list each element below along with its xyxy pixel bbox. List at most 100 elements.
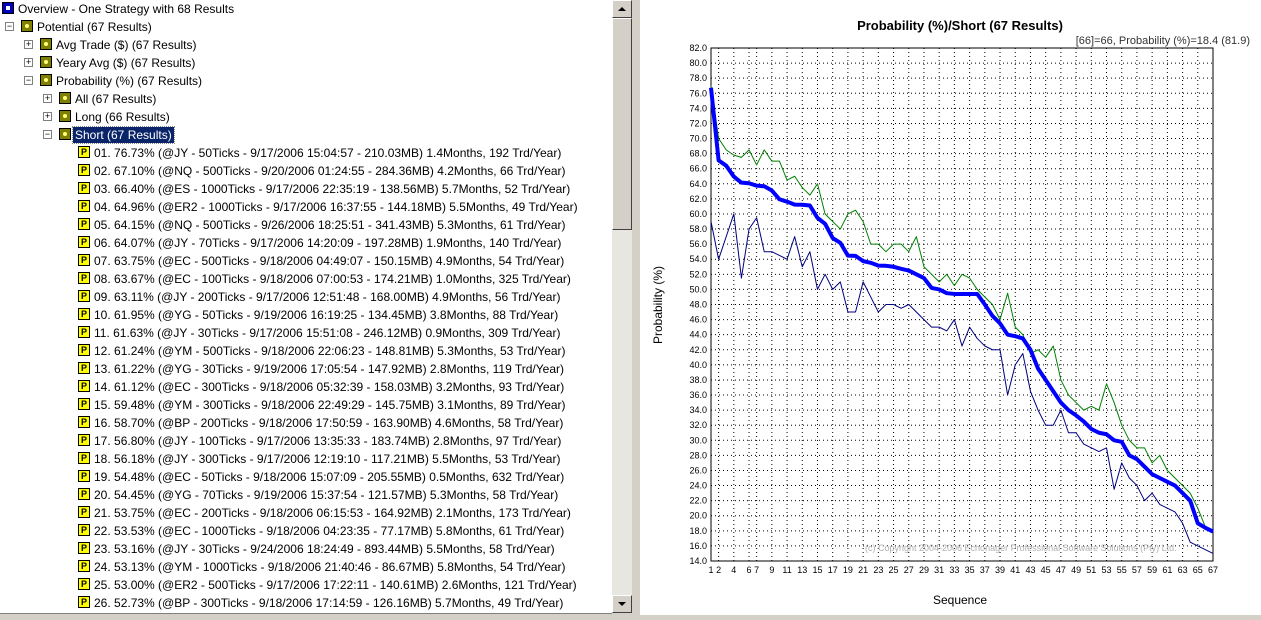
x-axis-label: Sequence	[933, 593, 987, 607]
tree-row[interactable]: P 08. 63.67% (@EC - 100Ticks - 9/18/2006 …	[0, 270, 612, 288]
y-tick-label: 82.0	[689, 43, 707, 53]
tree-row[interactable]: P 10. 61.95% (@YG - 50Ticks - 9/19/2006 1…	[0, 306, 612, 324]
tree-icon	[40, 38, 52, 50]
expander[interactable]: +	[24, 57, 33, 67]
y-tick-label: 54.0	[689, 254, 707, 264]
x-tick-label: 63	[1178, 565, 1188, 575]
copyright: (c) Copyright 2004-2006 Echonager Profes…	[865, 543, 1177, 553]
tree-label[interactable]: Yeary Avg ($) (67 Results)	[56, 56, 196, 70]
tree-label[interactable]: All (67 Results)	[75, 92, 157, 106]
tree-row[interactable]: P 17. 56.80% (@JY - 100Ticks - 9/17/2006 …	[0, 432, 612, 450]
x-tick-label: 19	[843, 565, 853, 575]
tree-icon: P	[78, 308, 90, 320]
tree-row[interactable]: + Long (66 Results)	[0, 108, 612, 126]
tree-row[interactable]: P 15. 59.48% (@YM - 300Ticks - 9/18/2006 …	[0, 396, 612, 414]
tree-label[interactable]: 02. 67.10% (@NQ - 500Ticks - 9/20/2006 0…	[94, 164, 566, 178]
expander[interactable]: −	[43, 129, 52, 139]
x-tick-label: 2	[716, 565, 721, 575]
tree-row[interactable]: P 06. 64.07% (@JY - 70Ticks - 9/17/2006 1…	[0, 234, 612, 252]
expander[interactable]: +	[43, 111, 52, 121]
tree-label[interactable]: Long (66 Results)	[75, 110, 170, 124]
scrollbar[interactable]	[612, 0, 632, 613]
tree-row[interactable]: + Yeary Avg ($) (67 Results)	[0, 54, 612, 72]
tree-row[interactable]: P 23. 53.16% (@JY - 30Ticks - 9/24/2006 1…	[0, 540, 612, 558]
x-tick-label: 51	[1086, 565, 1096, 575]
annotation: [66]=66, Probability (%)=18.4 (81.9)	[1076, 35, 1250, 47]
tree-label[interactable]: Overview - One Strategy with 68 Results	[18, 2, 235, 16]
tree-row[interactable]: + Avg Trade ($) (67 Results)	[0, 36, 612, 54]
expander[interactable]: −	[24, 75, 33, 85]
tree-row[interactable]: P 01. 76.73% (@JY - 50Ticks - 9/17/2006 1…	[0, 144, 612, 162]
tree-label[interactable]: Short (67 Results)	[72, 126, 175, 144]
tree-label[interactable]: 10. 61.95% (@YG - 50Ticks - 9/19/2006 16…	[94, 308, 559, 322]
tree-row[interactable]: P 12. 61.24% (@YM - 500Ticks - 9/18/2006 …	[0, 342, 612, 360]
tree-row[interactable]: − Probability (%) (67 Results)	[0, 72, 612, 90]
tree-row[interactable]: − Potential (67 Results)	[0, 18, 612, 36]
tree-label[interactable]: 20. 54.45% (@YG - 70Ticks - 9/19/2006 15…	[94, 488, 559, 502]
tree-row[interactable]: P 25. 53.00% (@ER2 - 500Ticks - 9/17/2006…	[0, 576, 612, 594]
tree-label[interactable]: 18. 56.18% (@JY - 300Ticks - 9/17/2006 1…	[94, 452, 561, 466]
tree-row[interactable]: Overview - One Strategy with 68 Results	[0, 0, 612, 18]
tree-label[interactable]: 17. 56.80% (@JY - 100Ticks - 9/17/2006 1…	[94, 434, 562, 448]
tree-label[interactable]: 03. 66.40% (@ES - 1000Ticks - 9/17/2006 …	[94, 182, 571, 196]
tree-row[interactable]: P 21. 53.75% (@EC - 200Ticks - 9/18/2006 …	[0, 504, 612, 522]
scroll-down[interactable]	[612, 595, 632, 613]
x-tick-label: 17	[828, 565, 838, 575]
tree-label[interactable]: Avg Trade ($) (67 Results)	[56, 38, 197, 52]
tree-label[interactable]: 16. 58.70% (@BP - 200Ticks - 9/18/2006 1…	[94, 416, 564, 430]
y-tick-label: 52.0	[689, 269, 707, 279]
tree-label[interactable]: 25. 53.00% (@ER2 - 500Ticks - 9/17/2006 …	[94, 578, 577, 592]
expander[interactable]: +	[24, 39, 33, 49]
tree-label[interactable]: 04. 64.96% (@ER2 - 1000Ticks - 9/17/2006…	[94, 200, 578, 214]
tree-label[interactable]: 05. 64.15% (@NQ - 500Ticks - 9/26/2006 1…	[94, 218, 566, 232]
tree-label[interactable]: 24. 53.13% (@YM - 1000Ticks - 9/18/2006 …	[94, 560, 566, 574]
tree-label[interactable]: 01. 76.73% (@JY - 50Ticks - 9/17/2006 15…	[94, 146, 562, 160]
tree-label[interactable]: 11. 61.63% (@JY - 30Ticks - 9/17/2006 15…	[94, 326, 561, 340]
tree-row[interactable]: − Short (67 Results)	[0, 126, 612, 144]
tree-label[interactable]: 13. 61.22% (@YG - 30Ticks - 9/19/2006 17…	[94, 362, 564, 376]
tree-label[interactable]: 26. 52.73% (@BP - 300Ticks - 9/18/2006 1…	[94, 596, 564, 610]
tree-row[interactable]: P 11. 61.63% (@JY - 30Ticks - 9/17/2006 1…	[0, 324, 612, 342]
tree-icon: P	[78, 398, 90, 410]
tree-label[interactable]: 23. 53.16% (@JY - 30Ticks - 9/24/2006 18…	[94, 542, 555, 556]
tree-label[interactable]: 12. 61.24% (@YM - 500Ticks - 9/18/2006 2…	[94, 344, 566, 358]
tree-row[interactable]: P 18. 56.18% (@JY - 300Ticks - 9/17/2006 …	[0, 450, 612, 468]
chart-title: Probability (%)/Short (67 Results)	[857, 18, 1063, 33]
tree-row[interactable]: P 09. 63.11% (@JY - 200Ticks - 9/17/2006 …	[0, 288, 612, 306]
tree-label[interactable]: 15. 59.48% (@YM - 300Ticks - 9/18/2006 2…	[94, 398, 566, 412]
tree-row[interactable]: P 03. 66.40% (@ES - 1000Ticks - 9/17/2006…	[0, 180, 612, 198]
tree-row[interactable]: P 24. 53.13% (@YM - 1000Ticks - 9/18/2006…	[0, 558, 612, 576]
scroll-up[interactable]	[612, 0, 632, 18]
tree-label[interactable]: Probability (%) (67 Results)	[56, 74, 203, 88]
tree-row[interactable]: P 04. 64.96% (@ER2 - 1000Ticks - 9/17/200…	[0, 198, 612, 216]
tree-row[interactable]: P 20. 54.45% (@YG - 70Ticks - 9/19/2006 1…	[0, 486, 612, 504]
tree-row[interactable]: + All (67 Results)	[0, 90, 612, 108]
tree-row[interactable]: P 26. 52.73% (@BP - 300Ticks - 9/18/2006 …	[0, 594, 612, 612]
y-tick-label: 44.0	[689, 330, 707, 340]
tree-row[interactable]: P 13. 61.22% (@YG - 30Ticks - 9/19/2006 1…	[0, 360, 612, 378]
x-tick-label: 23	[873, 565, 883, 575]
tree-label[interactable]: 21. 53.75% (@EC - 200Ticks - 9/18/2006 0…	[94, 506, 571, 520]
tree-label[interactable]: Potential (67 Results)	[37, 20, 152, 34]
tree-label[interactable]: 06. 64.07% (@JY - 70Ticks - 9/17/2006 14…	[94, 236, 562, 250]
tree-label[interactable]: 09. 63.11% (@JY - 200Ticks - 9/17/2006 1…	[94, 290, 561, 304]
tree-row[interactable]: P 05. 64.15% (@NQ - 500Ticks - 9/26/2006 …	[0, 216, 612, 234]
expander[interactable]: −	[5, 21, 14, 31]
tree-label[interactable]: 07. 63.75% (@EC - 500Ticks - 9/18/2006 0…	[94, 254, 565, 268]
tree-label[interactable]: 14. 61.12% (@EC - 300Ticks - 9/18/2006 0…	[94, 380, 565, 394]
tree-label[interactable]: 19. 54.48% (@EC - 50Ticks - 9/18/2006 15…	[94, 470, 565, 484]
tree-view[interactable]: Overview - One Strategy with 68 Results −…	[0, 0, 612, 614]
expander[interactable]: +	[43, 93, 52, 103]
x-tick-label: 35	[965, 565, 975, 575]
tree-row[interactable]: P 19. 54.48% (@EC - 50Ticks - 9/18/2006 1…	[0, 468, 612, 486]
tree-row[interactable]: P 16. 58.70% (@BP - 200Ticks - 9/18/2006 …	[0, 414, 612, 432]
tree-row[interactable]: P 02. 67.10% (@NQ - 500Ticks - 9/20/2006 …	[0, 162, 612, 180]
tree-row[interactable]: P 07. 63.75% (@EC - 500Ticks - 9/18/2006 …	[0, 252, 612, 270]
tree-row[interactable]: P 22. 53.53% (@EC - 1000Ticks - 9/18/2006…	[0, 522, 612, 540]
tree-row[interactable]: P 14. 61.12% (@EC - 300Ticks - 9/18/2006 …	[0, 378, 612, 396]
tree-label[interactable]: 22. 53.53% (@EC - 1000Ticks - 9/18/2006 …	[94, 524, 565, 538]
tree-label[interactable]: 08. 63.67% (@EC - 100Ticks - 9/18/2006 0…	[94, 272, 571, 286]
scroll-thumb[interactable]	[612, 18, 632, 230]
tree-icon: P	[78, 326, 90, 338]
y-tick-label: 56.0	[689, 239, 707, 249]
